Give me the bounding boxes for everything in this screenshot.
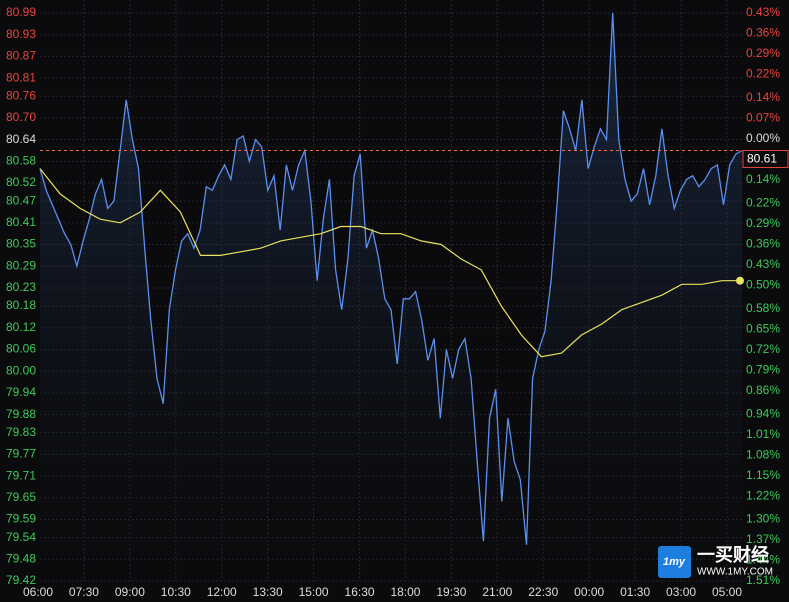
- y-tick-label: 80.58: [6, 154, 36, 168]
- average-end-dot: [736, 276, 744, 285]
- x-tick-label: 10:30: [161, 585, 191, 599]
- x-tick-label: 15:00: [299, 585, 329, 599]
- watermark: 1my 一买财经 WWW.1MY.COM: [658, 544, 773, 578]
- y2-tick-label: 0.22%: [746, 195, 780, 209]
- x-tick-label: 05:00: [712, 585, 742, 599]
- y-tick-label: 79.94: [6, 385, 36, 399]
- x-tick-label: 01:30: [620, 585, 650, 599]
- y2-tick-label: 0.58%: [746, 301, 780, 315]
- y-tick-label: 80.18: [6, 298, 36, 312]
- x-tick-label: 21:00: [482, 585, 512, 599]
- y-tick-label: 80.87: [6, 49, 36, 63]
- y-tick-label: 80.29: [6, 258, 36, 272]
- y2-tick-label: 0.07%: [746, 111, 780, 125]
- y-tick-label: 80.76: [6, 88, 36, 102]
- y-tick-label: 79.54: [6, 530, 36, 544]
- x-tick-label: 19:30: [436, 585, 466, 599]
- x-tick-label: 12:00: [207, 585, 237, 599]
- y-tick-label: 80.93: [6, 27, 36, 41]
- y2-tick-label: 1.08%: [746, 447, 780, 461]
- x-tick-label: 16:30: [345, 585, 375, 599]
- y-tick-label: 79.83: [6, 425, 36, 439]
- y-tick-label: 79.71: [6, 468, 36, 482]
- y2-tick-label: 1.30%: [746, 512, 780, 526]
- y-tick-label: 80.06: [6, 342, 36, 356]
- y-tick-label: 80.41: [6, 215, 36, 229]
- y2-tick-label: 0.29%: [746, 46, 780, 60]
- brand-name: 一买财经: [697, 544, 769, 565]
- y-tick-label: 80.52: [6, 175, 36, 189]
- y2-tick-label: 0.14%: [746, 90, 780, 104]
- x-tick-label: 18:00: [390, 585, 420, 599]
- y2-tick-label: 0.29%: [746, 216, 780, 230]
- y2-tick-label: 1.44%: [746, 553, 780, 567]
- y2-tick-label: 1.15%: [746, 468, 780, 482]
- y2-tick-label: 0.50%: [746, 277, 780, 291]
- x-tick-label: 00:00: [574, 585, 604, 599]
- average-line: [39, 168, 742, 358]
- y2-tick-label: 0.65%: [746, 321, 780, 335]
- y2-tick-label: 0.36%: [746, 26, 780, 40]
- y-tick-label: 80.23: [6, 280, 36, 294]
- logo-box: [658, 546, 691, 578]
- y-tick-label: 79.77: [6, 447, 36, 461]
- y-tick-label: 79.65: [6, 490, 36, 504]
- y2-tick-label: 1.51%: [746, 573, 780, 587]
- last-price-box: [742, 149, 789, 168]
- x-tick-label: 06:00: [23, 585, 53, 599]
- y2-tick-label: 0.79%: [746, 362, 780, 376]
- y2-tick-label: 0.22%: [746, 67, 780, 81]
- y2-tick-label: 1.22%: [746, 488, 780, 502]
- x-tick-label: 13:30: [253, 585, 283, 599]
- x-tick-label: 22:30: [528, 585, 558, 599]
- y2-tick-label: 0.94%: [746, 406, 780, 420]
- y-tick-label: 80.81: [6, 70, 36, 84]
- y2-tick-label: 0.43%: [746, 5, 780, 19]
- y-tick-label: 79.88: [6, 407, 36, 421]
- y-tick-label: 80.12: [6, 320, 36, 334]
- y-tick-label: 79.42: [6, 573, 36, 587]
- y2-tick-label: 0.72%: [746, 342, 780, 356]
- y-tick-label: 80.35: [6, 237, 36, 251]
- last-price-label: 80.61: [747, 152, 777, 166]
- brand-url: WWW.1MY.COM: [697, 567, 773, 578]
- x-tick-label: 07:30: [69, 585, 99, 599]
- axes: 80.99 80.93 80.87 80.81 80.76 80.70 80.64 80.58…: [6, 5, 789, 599]
- y2-tick-label: 0.00%: [746, 131, 780, 145]
- y2-tick-label: 1.01%: [746, 427, 780, 441]
- y-tick-label: 80.64: [6, 132, 36, 146]
- y-tick-label: 80.47: [6, 193, 36, 207]
- y-tick-label: 80.00: [6, 363, 36, 377]
- price-area: [40, 13, 742, 581]
- y-tick-label: 79.48: [6, 551, 36, 565]
- y-tick-label: 80.99: [6, 5, 36, 19]
- plot: [39, 12, 744, 581]
- x-tick-label: 09:00: [115, 585, 145, 599]
- y2-tick-label: 0.43%: [746, 257, 780, 271]
- y2-tick-label: 1.37%: [746, 532, 780, 546]
- logo-text: 1my: [663, 556, 686, 568]
- y2-tick-label: 0.86%: [746, 383, 780, 397]
- x-tick-label: 03:00: [666, 585, 696, 599]
- price-line: [39, 12, 743, 545]
- y-tick-label: 79.59: [6, 512, 36, 526]
- y2-tick-label: 0.14%: [746, 172, 780, 186]
- y-tick-label: 80.70: [6, 110, 36, 124]
- y2-tick-label: 0.36%: [746, 236, 780, 250]
